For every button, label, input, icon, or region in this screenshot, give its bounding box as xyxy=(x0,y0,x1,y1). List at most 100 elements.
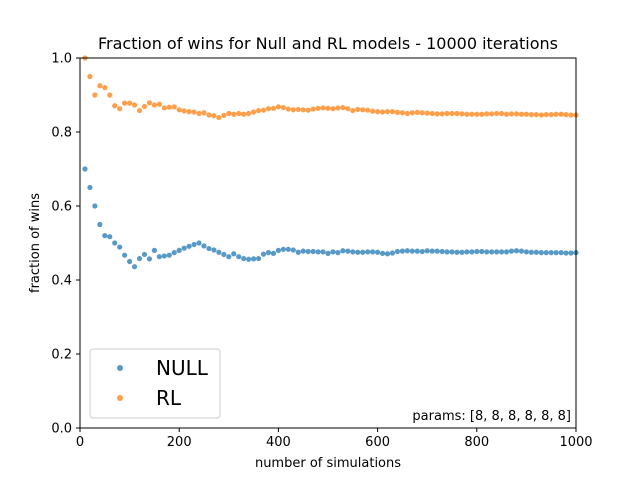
data-point-null xyxy=(181,245,187,251)
data-point-null xyxy=(117,244,123,250)
chart-title: Fraction of wins for Null and RL models … xyxy=(98,34,558,53)
y-tick-label: 0.0 xyxy=(51,422,72,437)
data-point-null xyxy=(474,248,480,255)
data-point-rl xyxy=(365,107,371,113)
data-point-rl xyxy=(270,105,277,111)
x-tick-label: 1000 xyxy=(559,435,592,450)
data-point-rl xyxy=(533,112,539,118)
data-point-null xyxy=(523,249,530,255)
data-point-rl xyxy=(102,85,108,91)
data-point-rl xyxy=(246,110,252,117)
data-point-rl xyxy=(409,110,415,116)
data-point-rl xyxy=(375,109,381,115)
data-point-rl xyxy=(469,111,475,117)
data-point-null xyxy=(146,256,153,262)
y-tick-label: 1.0 xyxy=(51,52,72,67)
data-point-rl xyxy=(280,104,286,111)
data-point-rl xyxy=(508,111,515,117)
data-point-null xyxy=(206,245,212,252)
data-point-rl xyxy=(315,105,321,111)
data-point-rl xyxy=(305,107,311,113)
x-tick-label: 0 xyxy=(76,435,84,450)
data-point-null xyxy=(265,250,272,256)
data-point-null xyxy=(518,248,525,254)
data-point-rl xyxy=(370,108,376,114)
data-point-null xyxy=(434,248,440,254)
data-point-null xyxy=(127,258,133,265)
data-point-rl xyxy=(241,111,247,117)
data-point-null xyxy=(365,249,371,255)
data-point-null xyxy=(335,250,341,256)
data-point-rl xyxy=(384,109,391,115)
data-point-null xyxy=(176,247,182,253)
data-point-rl xyxy=(499,110,505,117)
data-point-rl xyxy=(320,105,326,111)
data-point-null xyxy=(508,248,515,254)
data-point-null xyxy=(548,250,554,256)
data-point-null xyxy=(375,249,381,255)
legend-marker-rl xyxy=(117,395,123,401)
data-point-null xyxy=(241,255,247,262)
data-point-null xyxy=(449,249,455,255)
data-point-null xyxy=(97,221,103,228)
data-point-null xyxy=(454,249,460,255)
y-axis-label: fraction of wins xyxy=(28,193,43,293)
data-point-rl xyxy=(265,106,272,112)
data-point-rl xyxy=(389,109,396,115)
data-point-null xyxy=(439,248,445,255)
data-point-null xyxy=(275,247,281,253)
data-point-null xyxy=(568,250,574,256)
data-point-null xyxy=(489,249,495,255)
data-point-null xyxy=(310,248,316,255)
data-point-null xyxy=(107,234,113,240)
data-point-rl xyxy=(285,106,291,112)
data-point-null xyxy=(320,249,326,255)
data-point-rl xyxy=(494,110,500,117)
data-point-rl xyxy=(251,109,257,115)
data-point-null xyxy=(255,255,262,262)
data-point-rl xyxy=(484,111,490,117)
data-point-null xyxy=(459,249,465,255)
data-point-null xyxy=(379,250,386,256)
data-point-null xyxy=(528,249,534,255)
data-point-rl xyxy=(350,107,356,114)
data-point-rl xyxy=(379,109,386,115)
data-point-rl xyxy=(166,104,172,110)
data-point-rl xyxy=(459,111,465,117)
data-point-null xyxy=(196,240,202,246)
data-point-null xyxy=(494,249,500,255)
data-point-rl xyxy=(191,109,197,115)
data-point-null xyxy=(295,249,301,255)
params-annotation: params: [8, 8, 8, 8, 8, 8] xyxy=(412,409,571,424)
data-point-null xyxy=(499,249,505,255)
data-point-null xyxy=(236,254,242,260)
data-point-rl xyxy=(201,110,207,116)
data-point-null xyxy=(231,251,237,257)
data-point-rl xyxy=(186,109,192,115)
data-point-null xyxy=(360,249,366,255)
data-point-rl xyxy=(211,113,217,119)
data-point-rl xyxy=(112,103,118,109)
legend: NULL RL xyxy=(89,348,221,419)
data-point-null xyxy=(87,184,93,191)
data-point-null xyxy=(389,250,396,256)
data-point-rl xyxy=(176,107,182,113)
data-point-rl xyxy=(399,110,405,116)
data-point-null xyxy=(340,248,346,254)
data-point-null xyxy=(280,246,286,252)
y-tick-label: 0.6 xyxy=(51,200,72,215)
data-point-rl xyxy=(181,108,187,114)
y-axis: 0.0 0.2 0.4 0.6 0.8 1.0 xyxy=(51,52,80,437)
data-point-rl xyxy=(146,100,153,106)
data-point-rl xyxy=(429,110,435,117)
data-point-null xyxy=(251,256,257,262)
x-axis: 0 200 400 600 800 1000 xyxy=(76,428,593,450)
data-point-rl xyxy=(444,110,450,117)
data-point-null xyxy=(151,247,157,253)
data-point-null xyxy=(330,249,336,255)
data-point-rl xyxy=(503,111,510,117)
data-point-null xyxy=(246,256,252,262)
data-point-rl xyxy=(489,111,495,117)
data-point-null xyxy=(538,250,544,256)
